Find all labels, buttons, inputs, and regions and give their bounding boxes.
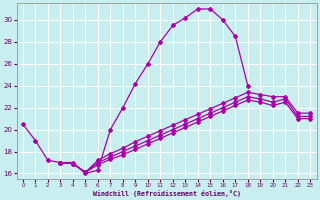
X-axis label: Windchill (Refroidissement éolien,°C): Windchill (Refroidissement éolien,°C) [92, 190, 241, 197]
